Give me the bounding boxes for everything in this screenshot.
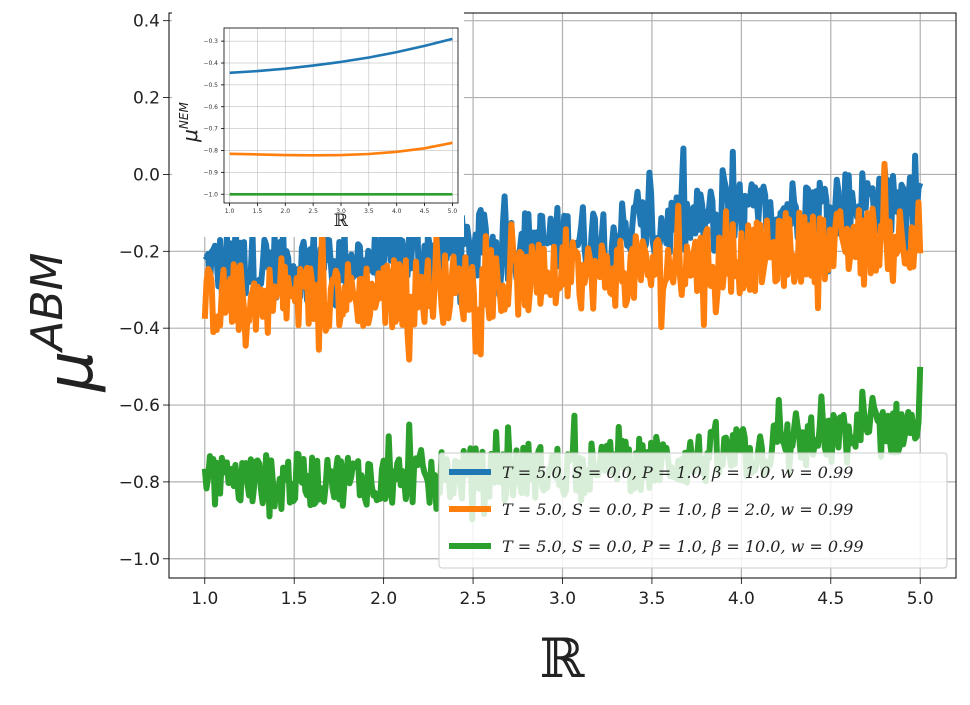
inset-x-ticks: 1.0 1.5 2.0 2.5 3.0 3.5 4.0 4.5 5.0	[225, 203, 458, 215]
i-y-tick-label: −0.5	[203, 82, 218, 89]
legend: T = 5.0, S = 0.0, P = 1.0, β = 1.0, w = …	[438, 452, 948, 569]
i-y-tick-label: −0.7	[203, 126, 218, 133]
inset-y-axis-label-group: μNEM	[177, 102, 202, 143]
i-y-tick-label: −0.8	[203, 148, 218, 155]
m-y-tick-label: −1.0	[119, 550, 160, 570]
m-y-tick-label: −0.6	[119, 396, 160, 416]
i-y-tick-label: −1.0	[203, 191, 218, 198]
m-y-tick-label: −0.2	[119, 242, 160, 262]
i-y-tick-label: −0.9	[203, 169, 218, 176]
i-y-tick-label: −0.6	[203, 104, 218, 111]
main-y-ticks: −1.0 −0.8 −0.6 −0.4 −0.2 0.0 0.2 0.4	[119, 12, 169, 570]
inset-series-group	[229, 37, 453, 196]
inset-series-line-0	[229, 37, 453, 75]
legend-box	[438, 452, 948, 569]
i-x-tick-label: 1.0	[225, 208, 235, 215]
i-x-tick-label: 2.0	[281, 208, 291, 215]
inset-y-axis-mu: μ	[178, 129, 202, 143]
i-x-tick-label: 4.0	[392, 208, 402, 215]
i-x-tick-label: 1.5	[253, 208, 263, 215]
main-y-axis-sup: ABM	[22, 253, 73, 354]
i-x-tick-label: 5.0	[448, 208, 458, 215]
m-x-tick-label: 4.5	[817, 589, 844, 609]
m-x-tick-label: 3.0	[549, 589, 576, 609]
inset-y-axis-label: μNEM	[177, 102, 202, 143]
m-x-tick-label: 1.0	[191, 589, 218, 609]
i-x-tick-label: 4.5	[420, 208, 430, 215]
inset-y-ticks: −1.0 −0.9 −0.8 −0.7 −0.6 −0.5 −0.4 −0.3	[203, 38, 224, 198]
i-y-tick-label: −0.3	[203, 38, 218, 45]
legend-label-beta-1: T = 5.0, S = 0.0, P = 1.0, β = 1.0, w = …	[502, 463, 853, 482]
main-y-axis-label-group: μABM	[22, 253, 108, 393]
legend-label-beta-10: T = 5.0, S = 0.0, P = 1.0, β = 10.0, w =…	[502, 537, 864, 556]
m-x-tick-label: 1.5	[281, 589, 308, 609]
inset-y-axis-sup: NEM	[177, 102, 191, 130]
inset-grid	[224, 28, 458, 203]
inset-background	[172, 12, 464, 237]
i-x-tick-label: 2.5	[308, 208, 318, 215]
m-x-tick-label: 4.0	[728, 589, 755, 609]
m-x-tick-label: 5.0	[907, 589, 934, 609]
m-y-tick-label: 0.4	[133, 12, 160, 32]
m-y-tick-label: 0.2	[133, 89, 160, 109]
main-y-axis-label: μABM	[22, 253, 108, 393]
main-x-ticks: 1.0 1.5 2.0 2.5 3.0 3.5 4.0 4.5 5.0	[191, 578, 934, 609]
inset-chart: 1.0 1.5 2.0 2.5 3.0 3.5 4.0 4.5 5.0 −1.0 −0.9 −0.8…	[172, 12, 464, 237]
main-x-axis-label: ℝ	[540, 627, 586, 690]
main-series-line-1	[201, 160, 924, 363]
i-x-tick-label: 3.5	[364, 208, 374, 215]
m-x-tick-label: 3.5	[638, 589, 665, 609]
legend-label-beta-2: T = 5.0, S = 0.0, P = 1.0, β = 2.0, w = …	[502, 500, 853, 519]
i-x-tick-label: 3.0	[336, 208, 346, 215]
m-x-tick-label: 2.5	[460, 589, 487, 609]
main-y-axis-mu: μ	[34, 351, 108, 393]
m-y-tick-label: 0.0	[133, 165, 160, 185]
m-x-tick-label: 2.0	[370, 589, 397, 609]
m-y-tick-label: −0.8	[119, 473, 160, 493]
inset-x-axis-label: ℝ	[334, 211, 349, 231]
i-y-tick-label: −0.4	[203, 60, 218, 67]
m-y-tick-label: −0.4	[119, 319, 160, 339]
inset-series-line-1	[229, 141, 453, 157]
